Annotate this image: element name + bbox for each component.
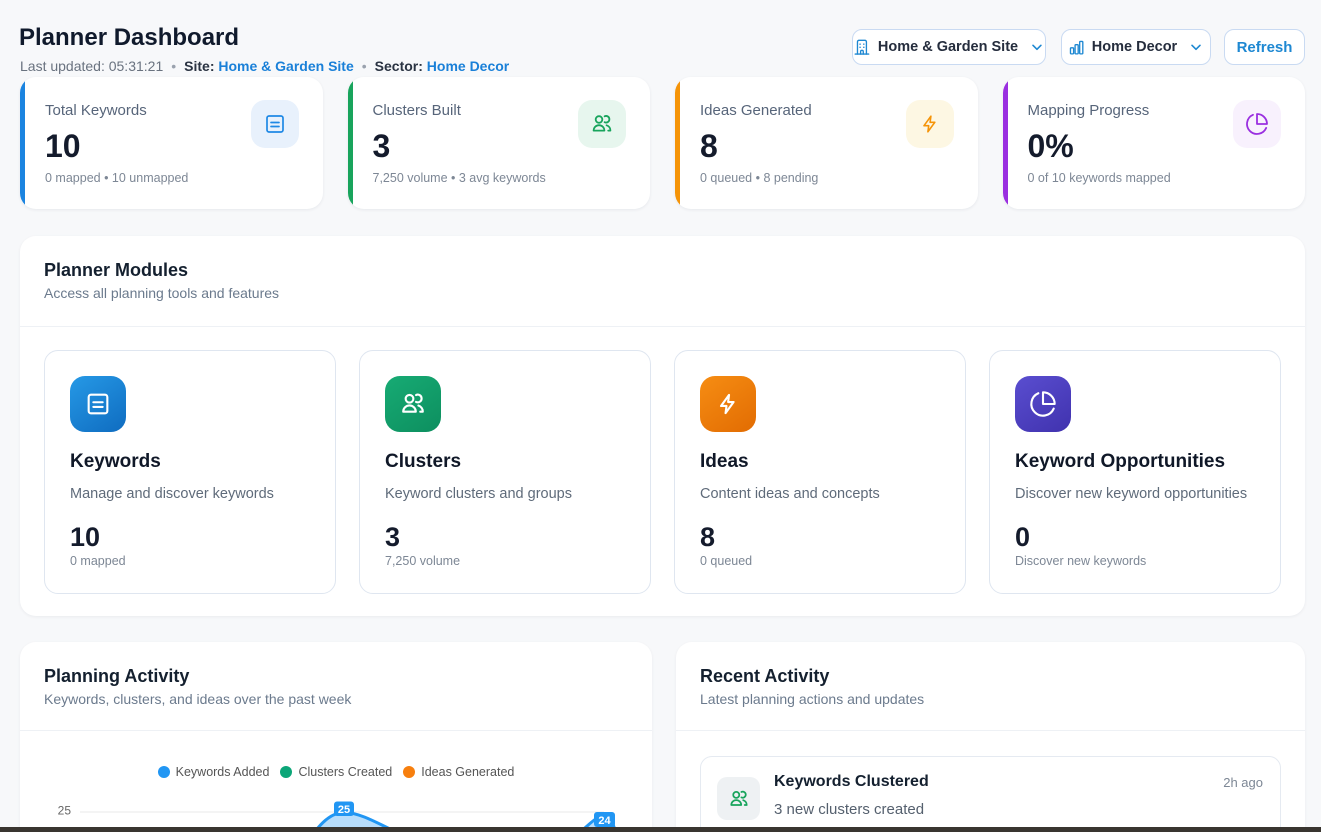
svg-text:24: 24	[598, 815, 611, 827]
svg-text:25: 25	[58, 804, 72, 818]
svg-text:25: 25	[338, 804, 350, 816]
